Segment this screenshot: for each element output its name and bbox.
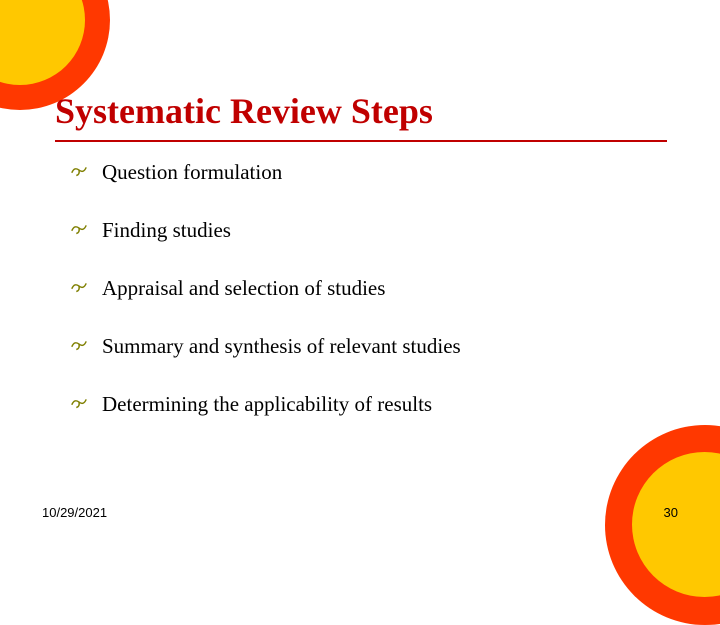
flourish-icon (70, 337, 88, 353)
flourish-icon (70, 395, 88, 411)
footer-date: 10/29/2021 (42, 505, 107, 520)
list-item: Appraisal and selection of studies (70, 276, 650, 301)
bullet-text: Summary and synthesis of relevant studie… (102, 334, 461, 359)
list-item: Summary and synthesis of relevant studie… (70, 334, 650, 359)
title-underline (55, 140, 667, 142)
slide-title: Systematic Review Steps (55, 90, 433, 132)
bullet-text: Finding studies (102, 218, 231, 243)
arc-inner (0, 0, 85, 85)
bullet-text: Question formulation (102, 160, 282, 185)
arc-inner (632, 452, 720, 597)
arc-outer (605, 425, 720, 625)
flourish-icon (70, 279, 88, 295)
corner-decoration-bottom-right (605, 425, 720, 625)
flourish-icon (70, 163, 88, 179)
list-item: Question formulation (70, 160, 650, 185)
bullet-text: Appraisal and selection of studies (102, 276, 385, 301)
bullet-text: Determining the applicability of results (102, 392, 432, 417)
flourish-icon (70, 221, 88, 237)
list-item: Finding studies (70, 218, 650, 243)
bullet-list: Question formulation Finding studies App… (70, 160, 650, 450)
page-number: 30 (664, 505, 678, 520)
list-item: Determining the applicability of results (70, 392, 650, 417)
